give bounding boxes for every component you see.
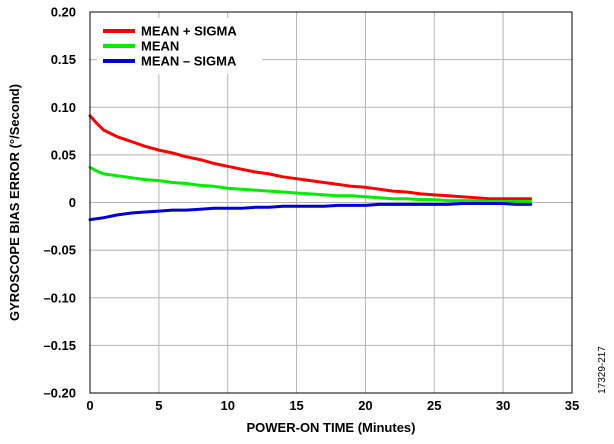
series-lines bbox=[88, 114, 533, 222]
series-line-3 bbox=[88, 202, 533, 222]
y-tick-label: 0.20 bbox=[51, 5, 76, 20]
x-tick-label: 5 bbox=[155, 398, 162, 413]
x-tick-label: 10 bbox=[220, 398, 234, 413]
series-line-1 bbox=[88, 114, 533, 201]
plot-frame bbox=[89, 11, 573, 394]
series-line-2 bbox=[88, 165, 533, 203]
x-tick-label: 30 bbox=[496, 398, 510, 413]
x-tick-label: 35 bbox=[565, 398, 579, 413]
x-tick-labels: 0 5 10 15 20 25 30 35 bbox=[86, 398, 579, 413]
x-tick-label: 15 bbox=[289, 398, 303, 413]
y-tick-label: 0.05 bbox=[51, 147, 76, 162]
y-tick-labels: 0.20 0.15 0.10 0.05 0 –0.05 –0.10 –0.15 –0.20 bbox=[43, 5, 76, 401]
y-tick-label: –0.10 bbox=[43, 290, 76, 305]
y-tick-label: 0.15 bbox=[51, 52, 76, 67]
legend-label: MEAN – SIGMA bbox=[141, 54, 237, 69]
y-tick-label: –0.15 bbox=[43, 338, 76, 353]
y-tick-label: –0.20 bbox=[43, 386, 76, 401]
y-tick-label: 0 bbox=[69, 195, 76, 210]
x-tick-label: 0 bbox=[86, 398, 93, 413]
x-tick-label: 20 bbox=[358, 398, 372, 413]
y-tick-label: 0.10 bbox=[51, 100, 76, 115]
legend-label: MEAN bbox=[141, 39, 179, 54]
x-tick-label: 25 bbox=[427, 398, 441, 413]
figure-id-label: 17329-217 bbox=[597, 346, 608, 394]
y-tick-label: –0.05 bbox=[43, 243, 76, 258]
legend-label: MEAN + SIGMA bbox=[141, 24, 237, 39]
y-axis-title: GYROSCOPE BIAS ERROR (°/Second) bbox=[7, 84, 22, 321]
x-axis-title: POWER-ON TIME (Minutes) bbox=[247, 420, 416, 435]
